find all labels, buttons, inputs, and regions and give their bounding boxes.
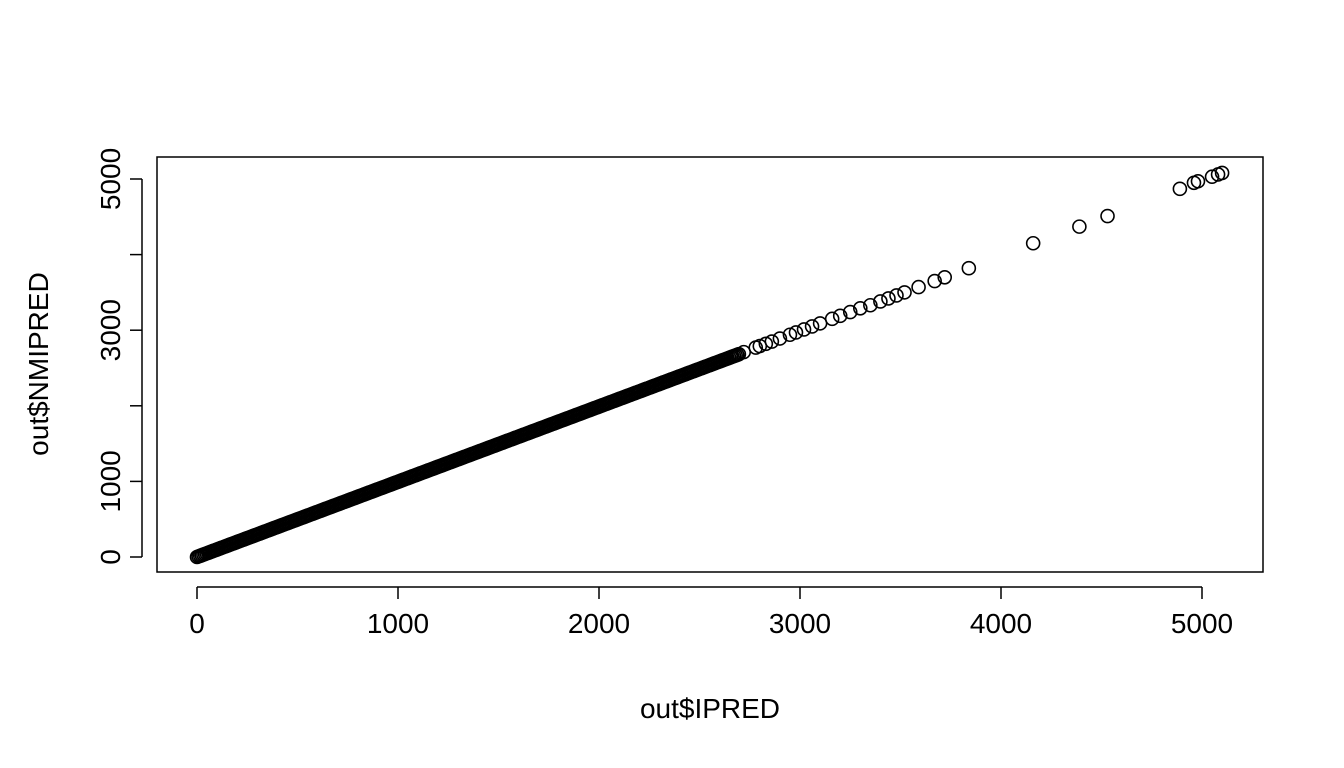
data-point [937,269,953,285]
data-point [1025,235,1041,251]
plot-frame [156,156,1264,573]
data-point [863,297,878,313]
data-point [873,294,888,309]
y-tick-label: 0 [95,549,126,565]
x-tick-label: 1000 [367,608,429,639]
data-point [824,311,840,327]
data-point [788,325,804,340]
x-tick-label: 5000 [1171,608,1233,639]
data-point [927,273,942,289]
data-point [897,285,912,300]
data-point [832,308,848,324]
data-point [881,291,896,306]
data-point [764,334,780,349]
data-point [796,322,812,337]
x-tick-label: 4000 [970,608,1032,639]
data-point [1100,208,1115,224]
data-point [782,327,798,343]
data-point [911,279,926,295]
x-axis: 0 1000 2000 3000 4000 5000 [189,586,1233,639]
y-tick-label: 5000 [95,148,126,210]
data-point [812,316,828,331]
data-point [842,304,858,320]
x-tick-label: 3000 [769,608,831,639]
y-axis-label: out$NMIPRED [23,272,54,456]
points-layer [189,165,1230,565]
y-tick-label: 3000 [95,299,126,361]
data-point [804,319,820,334]
data-point [852,300,868,316]
x-tick-label: 2000 [568,608,630,639]
y-tick-label: 1000 [95,450,126,512]
data-point [1072,219,1087,234]
data-point [1204,169,1220,185]
data-point [1214,165,1230,181]
data-point [1172,181,1188,197]
data-point [889,288,904,303]
data-point [1190,173,1206,189]
y-axis: 0 1000 3000 5000 [95,148,143,565]
x-axis-label: out$IPRED [640,693,780,724]
data-point [961,260,977,276]
data-point [758,336,774,352]
data-point [772,331,788,346]
x-tick-label: 0 [189,608,205,639]
